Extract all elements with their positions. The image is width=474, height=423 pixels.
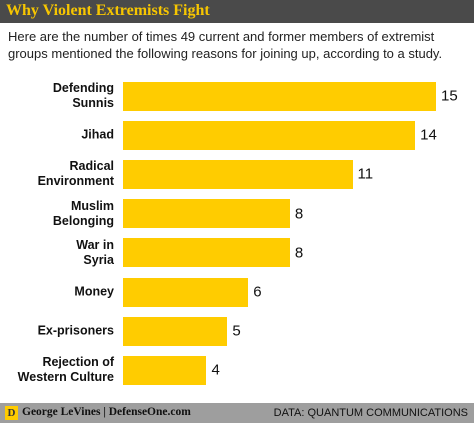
title-bar (0, 0, 474, 23)
category-label: Defending Sunnis (52, 81, 114, 110)
footer (0, 403, 474, 423)
bar (123, 199, 290, 229)
bar (123, 355, 207, 385)
source: DATA: QUANTUM COMMUNICATIONS (273, 407, 468, 419)
category-label: Muslim Belonging (52, 198, 114, 228)
category-label: Radical Environment (37, 159, 114, 189)
category-label: Money (74, 284, 114, 299)
value-label: 5 (232, 322, 241, 340)
category-label: Jihad (81, 127, 114, 142)
value-label: 11 (357, 165, 374, 183)
logo: D (5, 406, 18, 420)
category-label: Rejection of Western Culture (17, 355, 114, 385)
credit: George LeVines | DefenseOne.com (22, 406, 191, 418)
bar (123, 238, 290, 268)
bar (123, 316, 228, 346)
value-label: 14 (420, 126, 437, 144)
value-label: 6 (253, 283, 262, 301)
value-label: 8 (294, 205, 304, 223)
bar (123, 81, 436, 111)
chart-title: Why Violent Extremists Fight (6, 2, 210, 19)
category-label: War in Syria (76, 237, 114, 267)
category-label: Ex-prisoners (37, 323, 114, 338)
value-label: 8 (294, 244, 304, 262)
subtitle: Here are the number of times 49 current … (8, 29, 443, 61)
bar (123, 277, 249, 307)
value-label: 15 (441, 87, 458, 105)
bar (123, 159, 353, 189)
value-label: 4 (211, 361, 220, 379)
bar (123, 120, 416, 150)
